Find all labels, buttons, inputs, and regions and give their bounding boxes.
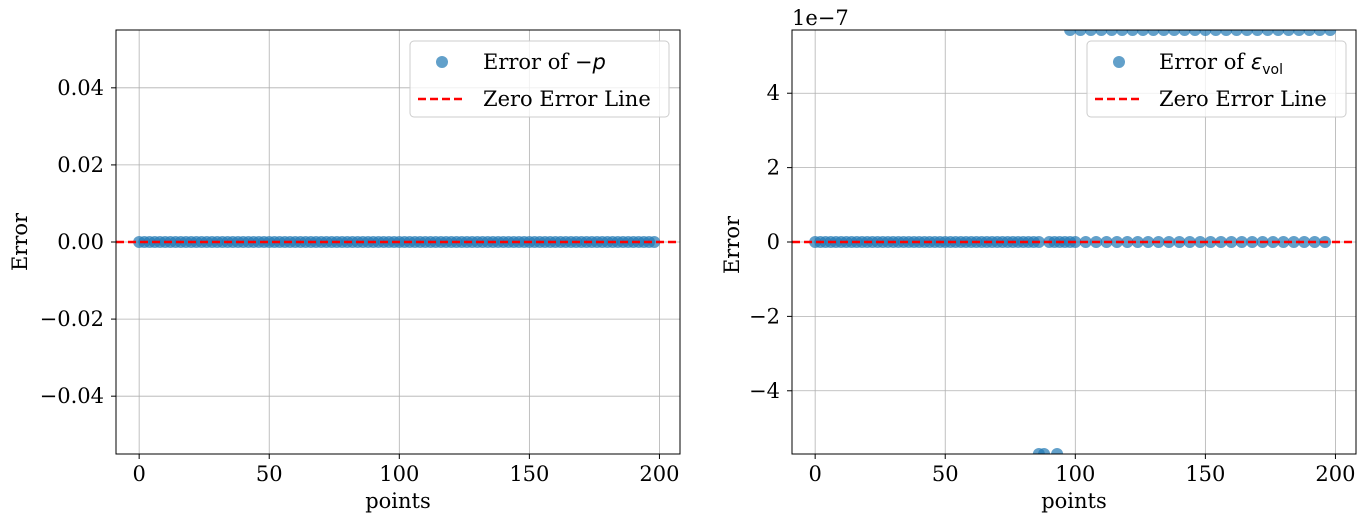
right-legend-label-error: Error of εvol xyxy=(1159,50,1283,78)
data-point xyxy=(1293,30,1306,36)
x-tick-label: 100 xyxy=(1055,462,1095,486)
data-point xyxy=(1064,30,1077,36)
data-point xyxy=(1287,236,1300,248)
data-point xyxy=(1131,236,1144,248)
right-legend-frame xyxy=(1086,40,1347,118)
left-ticks: 0 50 100 150 200 −0.04 −0.02 0.00 0.02 0.04 xyxy=(40,76,680,486)
left-legend-frame xyxy=(409,40,670,118)
data-point xyxy=(1204,236,1217,248)
right-y-axis-label: Error xyxy=(720,215,744,274)
x-tick-label: 200 xyxy=(639,462,679,486)
x-tick-label: 200 xyxy=(1315,462,1355,486)
x-tick-label: 150 xyxy=(509,462,549,486)
x-tick-label: 0 xyxy=(808,462,821,486)
data-point xyxy=(1168,30,1181,36)
data-point xyxy=(1051,448,1064,454)
data-point xyxy=(1084,30,1097,36)
data-point xyxy=(1313,30,1326,36)
left-legend: Error of −p Zero Error Line xyxy=(409,40,670,118)
data-point xyxy=(1038,448,1051,454)
data-point xyxy=(1261,30,1274,36)
left-points xyxy=(133,236,661,248)
data-point xyxy=(1136,30,1149,36)
data-point xyxy=(1142,236,1155,248)
data-point xyxy=(648,236,661,248)
data-point xyxy=(1188,30,1201,36)
data-point xyxy=(1199,30,1212,36)
x-tick-label: 50 xyxy=(932,462,959,486)
data-point xyxy=(1105,30,1118,36)
data-point xyxy=(1324,30,1337,36)
x-tick-label: 0 xyxy=(132,462,145,486)
left-legend-label-error: Error of −p xyxy=(483,50,606,74)
x-tick-label: 150 xyxy=(1185,462,1225,486)
right-x-axis-label: points xyxy=(1041,489,1107,513)
data-point xyxy=(1074,30,1087,36)
right-chart: 0 50 100 150 200 −4 −2 0 2 4 1e−7 points Error Error… xyxy=(720,6,1357,513)
data-point xyxy=(1272,30,1285,36)
y-tick-label: 2 xyxy=(767,156,780,180)
y-tick-label: −4 xyxy=(749,379,780,403)
data-point xyxy=(1209,30,1222,36)
data-point xyxy=(1303,30,1316,36)
y-tick-label: −0.04 xyxy=(40,384,104,408)
y-tick-label: −2 xyxy=(749,304,780,328)
x-tick-label: 50 xyxy=(256,462,283,486)
left-chart: 0 50 100 150 200 −0.04 −0.02 0.00 0.02 0.04 points… xyxy=(8,29,681,513)
data-point xyxy=(1298,236,1311,248)
data-point xyxy=(1147,30,1160,36)
data-point xyxy=(1277,236,1290,248)
data-point xyxy=(1095,30,1108,36)
data-point xyxy=(1214,236,1227,248)
y-tick-label: −0.02 xyxy=(40,307,104,331)
right-offset-text: 1e−7 xyxy=(792,6,849,30)
y-tick-label: 0.02 xyxy=(57,153,104,177)
right-ticks: 0 50 100 150 200 −4 −2 0 2 4 xyxy=(749,81,1355,486)
left-legend-label-zero: Zero Error Line xyxy=(483,87,651,111)
left-x-axis-label: points xyxy=(365,489,431,513)
left-legend-marker xyxy=(436,56,448,68)
right-legend-label-zero: Zero Error Line xyxy=(1159,87,1327,111)
data-point xyxy=(1220,30,1233,36)
data-point xyxy=(1282,30,1295,36)
data-point xyxy=(1126,30,1139,36)
right-legend-marker xyxy=(1113,56,1125,68)
y-tick-label: 4 xyxy=(767,81,780,105)
y-tick-label: 0.04 xyxy=(57,76,104,100)
data-point xyxy=(1240,30,1253,36)
data-point xyxy=(1121,236,1134,248)
left-y-axis-label: Error xyxy=(8,212,32,271)
data-point xyxy=(1178,30,1191,36)
data-point xyxy=(1251,30,1264,36)
data-point xyxy=(1157,30,1170,36)
data-point xyxy=(1116,30,1129,36)
y-tick-label: 0.00 xyxy=(57,230,104,254)
x-tick-label: 100 xyxy=(379,462,419,486)
data-point xyxy=(1230,30,1243,36)
y-tick-label: 0 xyxy=(767,230,780,254)
right-legend: Error of εvol Zero Error Line xyxy=(1086,40,1347,118)
